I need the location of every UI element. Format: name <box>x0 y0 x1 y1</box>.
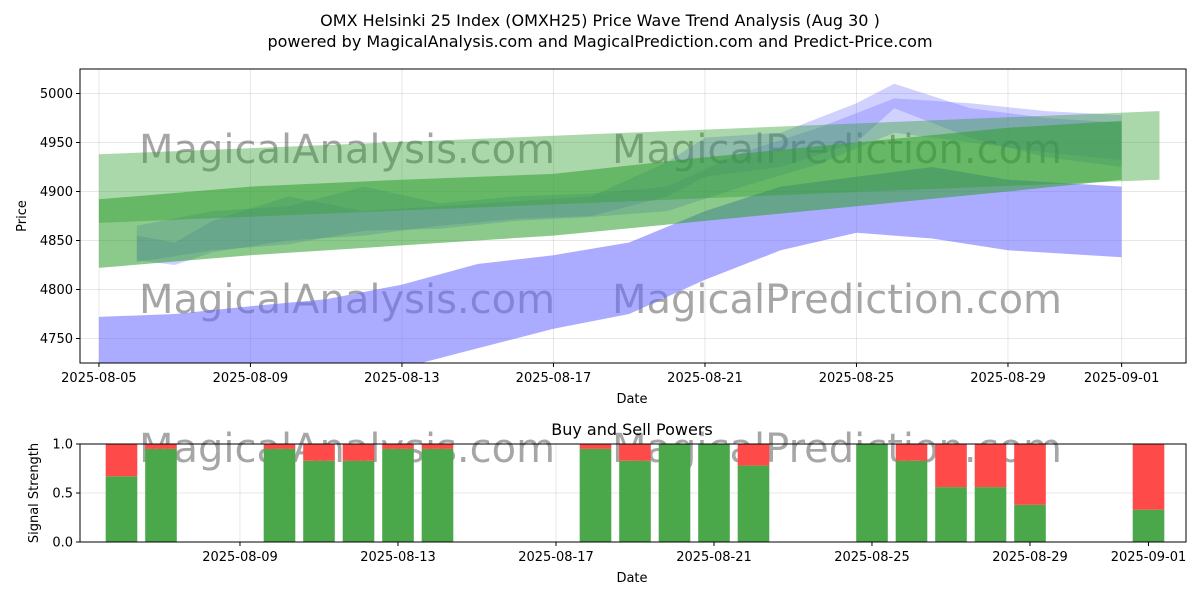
price-y-tick-label: 4850 <box>40 234 73 249</box>
sell-bar <box>737 444 770 466</box>
buy-bar <box>421 448 454 542</box>
blue-band-0 <box>98 167 1122 363</box>
price-y-tick-label: 4800 <box>40 283 73 298</box>
buy-bar <box>342 460 375 542</box>
signal-x-tick-label: 2025-08-29 <box>992 550 1068 565</box>
green-band-4 <box>98 120 1122 268</box>
buy-bar <box>382 448 414 542</box>
signal-x-tick-label: 2025-08-25 <box>834 550 910 565</box>
price-x-tick-label: 2025-09-01 <box>1084 371 1160 386</box>
sell-bar <box>263 444 296 449</box>
buy-bar <box>974 487 1007 542</box>
signal-y-tick-label: 0.5 <box>52 487 73 502</box>
sell-bar <box>1014 444 1046 505</box>
buy-bar <box>579 448 612 542</box>
price-y-tick-label: 4950 <box>40 136 73 151</box>
price-x-ticks: 2025-08-05 2025-08-09 2025-08-13 2025-08-17… <box>61 363 1159 386</box>
signal-y-axis-label: Signal Strength <box>27 443 42 543</box>
signal-y-ticks: 0.0 0.5 1.0 <box>52 438 80 551</box>
price-x-tick-label: 2025-08-25 <box>819 371 895 386</box>
watermark-top-left: MagicalAnalysis.com <box>139 127 555 173</box>
price-x-tick-label: 2025-08-21 <box>667 371 743 386</box>
sell-bar <box>1132 444 1165 510</box>
signal-x-tick-label: 2025-08-13 <box>360 550 436 565</box>
signal-x-axis-label: Date <box>616 571 647 586</box>
price-y-tick-label: 4750 <box>40 332 73 347</box>
buy-bar <box>658 444 691 542</box>
buy-bar <box>737 465 770 542</box>
buy-bar <box>1014 504 1046 542</box>
price-x-tick-label: 2025-08-13 <box>364 371 440 386</box>
buy-bar <box>935 487 967 542</box>
sell-bar <box>974 444 1007 488</box>
buy-bar <box>1132 509 1165 542</box>
signal-x-tick-label: 2025-08-17 <box>518 550 594 565</box>
price-x-tick-label: 2025-08-29 <box>970 371 1046 386</box>
price-x-tick-label: 2025-08-09 <box>213 371 289 386</box>
buy-bar <box>895 460 928 542</box>
sell-bar <box>421 444 454 449</box>
price-plot-frame <box>79 68 1187 364</box>
sell-bar <box>145 444 177 449</box>
buy-bar <box>698 444 730 542</box>
price-y-tick-label: 4900 <box>40 185 73 200</box>
signal-plot: Buy and Sell Powers MagicalAnalysis.com … <box>27 420 1187 586</box>
sell-bar <box>895 444 928 461</box>
price-bands <box>98 83 1160 363</box>
price-y-axis-label: Price <box>15 200 30 232</box>
signal-y-tick-label: 1.0 <box>52 438 73 453</box>
signal-x-tick-label: 2025-09-01 <box>1111 550 1187 565</box>
price-plot: MagicalAnalysis.com MagicalPrediction.co… <box>15 68 1187 407</box>
signal-y-tick-label: 0.0 <box>52 536 73 551</box>
sell-bar <box>935 444 967 488</box>
signal-x-tick-label: 2025-08-09 <box>202 550 278 565</box>
buy-bar <box>303 460 335 542</box>
buy-bar <box>856 444 888 542</box>
signal-bars <box>105 444 1165 542</box>
sell-bar <box>579 444 612 449</box>
price-x-axis-label: Date <box>616 392 647 407</box>
signal-x-tick-label: 2025-08-21 <box>676 550 752 565</box>
buy-bar <box>263 448 296 542</box>
buy-bar <box>619 460 651 542</box>
price-y-tick-label: 5000 <box>40 87 73 102</box>
sell-bar <box>105 444 138 477</box>
chart-subtitle: powered by MagicalAnalysis.com and Magic… <box>267 32 932 51</box>
sell-bar <box>303 444 335 461</box>
chart-title: OMX Helsinki 25 Index (OMXH25) Price Wav… <box>320 11 880 30</box>
sell-bar <box>342 444 375 461</box>
price-x-tick-label: 2025-08-17 <box>516 371 592 386</box>
price-x-tick-label: 2025-08-05 <box>61 371 137 386</box>
buy-bar <box>105 476 138 542</box>
price-y-ticks: 4750 4800 4850 4900 4950 5000 <box>40 87 80 347</box>
signal-title: Buy and Sell Powers <box>551 420 713 439</box>
sell-bar <box>619 444 651 461</box>
signal-x-ticks: 2025-08-09 2025-08-13 2025-08-17 2025-08-21… <box>202 542 1186 565</box>
sell-bar <box>382 444 414 449</box>
buy-bar <box>145 448 177 542</box>
